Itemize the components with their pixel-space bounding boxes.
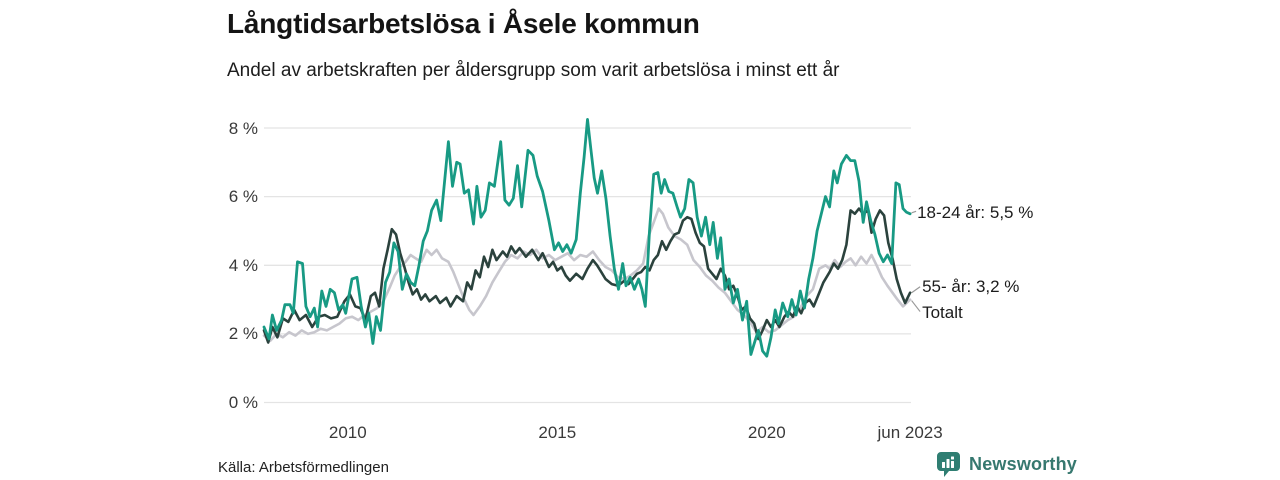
y-tick-label: 6 % bbox=[228, 187, 258, 207]
y-tick-label: 4 % bbox=[228, 255, 258, 275]
gridlines bbox=[264, 127, 911, 404]
newsworthy-logo: Newsworthy bbox=[936, 451, 1077, 478]
chart-subtitle: Andel av arbetskraften per åldersgrupp s… bbox=[227, 60, 840, 81]
chart-title: Långtidsarbetslösa i Åsele kommun bbox=[227, 8, 700, 39]
label-connector bbox=[911, 300, 921, 312]
y-tick-label: 0 % bbox=[228, 393, 258, 412]
series-end-label-55--år: 55- år: 3,2 % bbox=[922, 276, 1020, 296]
x-tick-label: 2015 bbox=[538, 423, 577, 442]
label-connector bbox=[911, 286, 921, 294]
x-tick-label: 2020 bbox=[747, 423, 786, 442]
series-end-label-18-24-år: 18-24 år: 5,5 % bbox=[917, 202, 1034, 222]
label-connectors bbox=[911, 210, 921, 312]
x-tick-label: jun 2023 bbox=[877, 423, 943, 442]
series-line-Totalt bbox=[262, 207, 912, 343]
series-lines bbox=[262, 118, 912, 358]
y-tick-label: 8 % bbox=[228, 118, 258, 138]
newsworthy-wordmark: Newsworthy bbox=[969, 454, 1078, 474]
series-line-18-24-år bbox=[262, 118, 912, 358]
series-end-label-Totalt: Totalt bbox=[922, 302, 963, 322]
source-credit: Källa: Arbetsförmedlingen bbox=[218, 459, 389, 476]
x-tick-label: 2010 bbox=[328, 423, 367, 442]
series-line-55--år bbox=[262, 207, 912, 344]
newsworthy-icon bbox=[937, 452, 960, 477]
label-connector bbox=[911, 210, 917, 214]
y-tick-label: 2 % bbox=[228, 324, 258, 344]
